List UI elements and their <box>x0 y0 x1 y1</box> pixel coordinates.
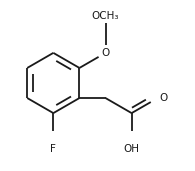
Text: OH: OH <box>124 144 140 154</box>
Text: F: F <box>50 144 56 154</box>
Text: O: O <box>160 93 168 103</box>
Text: O: O <box>101 48 110 58</box>
Text: OCH₃: OCH₃ <box>92 11 119 21</box>
